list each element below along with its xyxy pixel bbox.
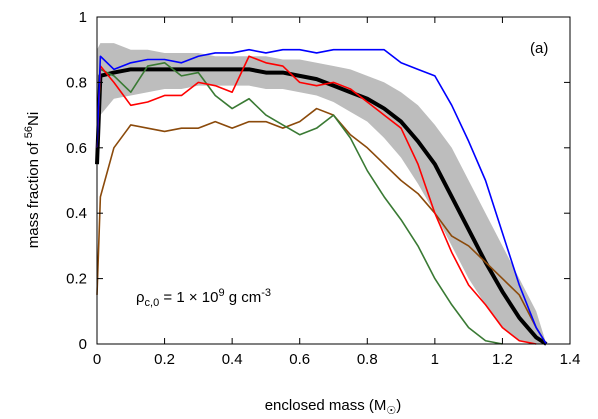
x-tick-label: 0.6	[289, 351, 310, 368]
x-tick-label: 1	[431, 351, 439, 368]
y-label-text: mass fraction of	[25, 138, 42, 248]
annotation-part: g cm	[225, 289, 262, 306]
x-label-end: )	[396, 397, 401, 414]
x-tick-label: 1.2	[492, 351, 513, 368]
band	[97, 43, 547, 344]
annotation: ρc,0 = 1 × 109 g cm-3	[136, 287, 271, 309]
series-line	[96, 48, 548, 345]
y-tick-label: 1	[79, 9, 87, 26]
panel-label: (a)	[530, 40, 548, 57]
x-tick-label: 0	[93, 351, 101, 368]
y-label-end: Ni	[25, 112, 42, 126]
y-tick-label: 0.2	[66, 271, 87, 288]
annotation-sup: -3	[261, 287, 271, 299]
x-tick-label: 1.4	[560, 351, 581, 368]
x-label-sub: ☉	[386, 405, 396, 417]
y-tick-label: 0.8	[66, 74, 87, 91]
y-tick-label: 0.6	[66, 140, 87, 157]
series-line	[95, 67, 548, 346]
series-line	[96, 61, 503, 345]
annotation-part: = 1 × 10	[159, 289, 218, 306]
y-tick-label: 0	[79, 336, 87, 353]
plot-frame	[96, 16, 571, 345]
annotation-sup: 9	[218, 287, 224, 299]
x-tick-label: 0.2	[154, 351, 175, 368]
series-line	[96, 55, 537, 345]
series-line	[96, 107, 548, 345]
y-tick-label: 0.4	[66, 205, 87, 222]
x-tick-label: 0.8	[357, 351, 378, 368]
x-tick-label: 0.4	[222, 351, 243, 368]
y-axis-label: mass fraction of 56Ni	[23, 112, 42, 248]
x-axis-label: enclosed mass (M☉)	[265, 397, 402, 417]
annotation-sub: c,0	[145, 297, 160, 309]
annotation-part: ρ	[136, 289, 145, 306]
y-label-sup: 56	[23, 126, 35, 138]
x-label-text: enclosed mass (M	[265, 397, 387, 414]
